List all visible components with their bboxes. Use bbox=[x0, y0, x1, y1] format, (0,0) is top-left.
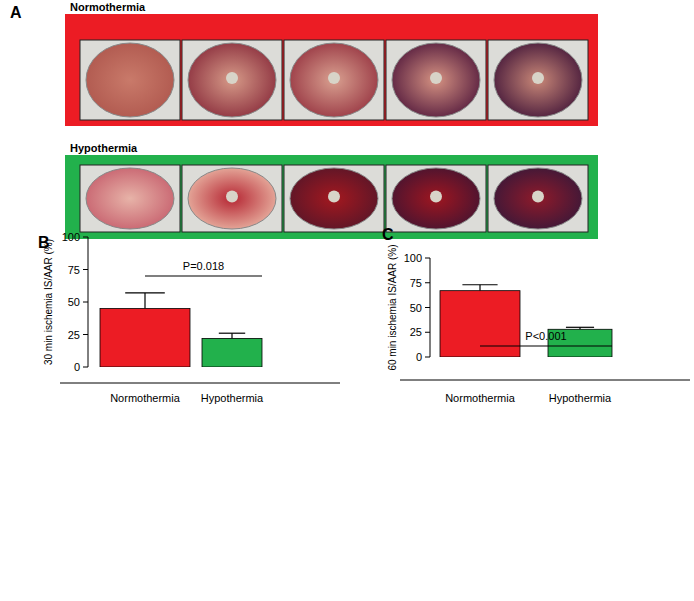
y-tick bbox=[425, 282, 430, 283]
y-tick bbox=[83, 237, 88, 238]
y-tick bbox=[425, 307, 430, 308]
lumen bbox=[328, 72, 340, 84]
y-tick bbox=[83, 302, 88, 303]
lumen bbox=[532, 191, 544, 203]
y-tick bbox=[83, 334, 88, 335]
y-tick-label: 50 bbox=[410, 302, 422, 314]
panel-label: C bbox=[382, 226, 394, 243]
photo-frame bbox=[488, 40, 588, 120]
x-tick-label: Hypothermia bbox=[549, 392, 612, 404]
y-tick-label: 25 bbox=[68, 329, 80, 341]
heart-slice bbox=[86, 168, 174, 229]
x-tick-label: Hypothermia bbox=[201, 392, 264, 404]
figure: ANormothermiaHypothermiaB30 min ischemia… bbox=[0, 0, 694, 601]
y-tick-label: 75 bbox=[410, 277, 422, 289]
error-cap bbox=[462, 284, 497, 285]
error-cap bbox=[219, 333, 245, 334]
lumen bbox=[532, 72, 544, 84]
bar bbox=[100, 309, 190, 368]
y-tick-label: 0 bbox=[74, 361, 80, 373]
y-tick bbox=[425, 258, 430, 259]
bar-chart: C60 min ischemia IS/AAR (%) 0 25 50 75 100 Nor… bbox=[382, 226, 690, 404]
group-label: Normothermia bbox=[70, 1, 146, 13]
heart-slice bbox=[392, 43, 480, 117]
bar bbox=[202, 338, 262, 367]
heart-slice bbox=[494, 168, 582, 229]
x-tick-label: Normothermia bbox=[110, 392, 181, 404]
p-value: P<0.001 bbox=[525, 330, 566, 342]
y-tick bbox=[425, 357, 430, 358]
significance-line bbox=[145, 275, 262, 276]
y-axis-label: 30 min ischemia IS/AAR (%) bbox=[43, 239, 54, 365]
photo-frame bbox=[80, 40, 180, 120]
bar-chart: B30 min ischemia IS/AAR (%)0255075100Nor… bbox=[38, 231, 340, 404]
heart-slice bbox=[494, 43, 582, 117]
error-bar bbox=[144, 293, 145, 309]
photo-frame bbox=[80, 165, 180, 232]
lumen bbox=[226, 191, 238, 203]
y-tick-label: 50 bbox=[68, 296, 80, 308]
marks bbox=[440, 285, 612, 357]
x-axis bbox=[60, 383, 340, 384]
x-tick-label: Normothermia bbox=[445, 392, 516, 404]
heart-slice bbox=[290, 168, 378, 229]
y-tick-label: 75 bbox=[68, 264, 80, 276]
bar bbox=[440, 291, 520, 357]
y-tick-label: 0 bbox=[416, 351, 422, 363]
heart-slice bbox=[86, 43, 174, 117]
p-value: P=0.018 bbox=[183, 260, 224, 272]
y-tick-label: 100 bbox=[62, 231, 80, 243]
error-bar bbox=[231, 333, 232, 338]
photo-frame bbox=[284, 165, 384, 232]
error-cap bbox=[566, 327, 594, 328]
photo-frame bbox=[284, 40, 384, 120]
y-tick-label: 25 bbox=[410, 326, 422, 338]
significance-line bbox=[480, 345, 612, 346]
heart-slice bbox=[188, 168, 276, 229]
photo-frame bbox=[386, 165, 486, 232]
marks bbox=[100, 293, 262, 367]
photo-frame bbox=[182, 40, 282, 120]
y-tick bbox=[83, 367, 88, 368]
group-box bbox=[65, 155, 598, 239]
lumen bbox=[328, 191, 340, 203]
group-label: Hypothermia bbox=[70, 142, 138, 154]
y-tick bbox=[425, 332, 430, 333]
heart-slice bbox=[290, 43, 378, 117]
y-axis-label: 60 min ischemia IS/AAR (%) bbox=[387, 244, 398, 370]
error-cap bbox=[125, 292, 165, 293]
group-box bbox=[65, 14, 598, 126]
y-tick-label: 100 bbox=[404, 252, 422, 264]
y-tick bbox=[83, 269, 88, 270]
lumen bbox=[430, 191, 442, 203]
heart-slice bbox=[188, 43, 276, 117]
photo-frame bbox=[386, 40, 486, 120]
photo-frame bbox=[488, 165, 588, 232]
lumen bbox=[226, 72, 238, 84]
photo-frame bbox=[182, 165, 282, 232]
x-axis bbox=[400, 380, 690, 381]
error-bar bbox=[479, 285, 480, 291]
lumen bbox=[430, 72, 442, 84]
heart-slice bbox=[392, 168, 480, 229]
panel-label: A bbox=[10, 4, 22, 21]
